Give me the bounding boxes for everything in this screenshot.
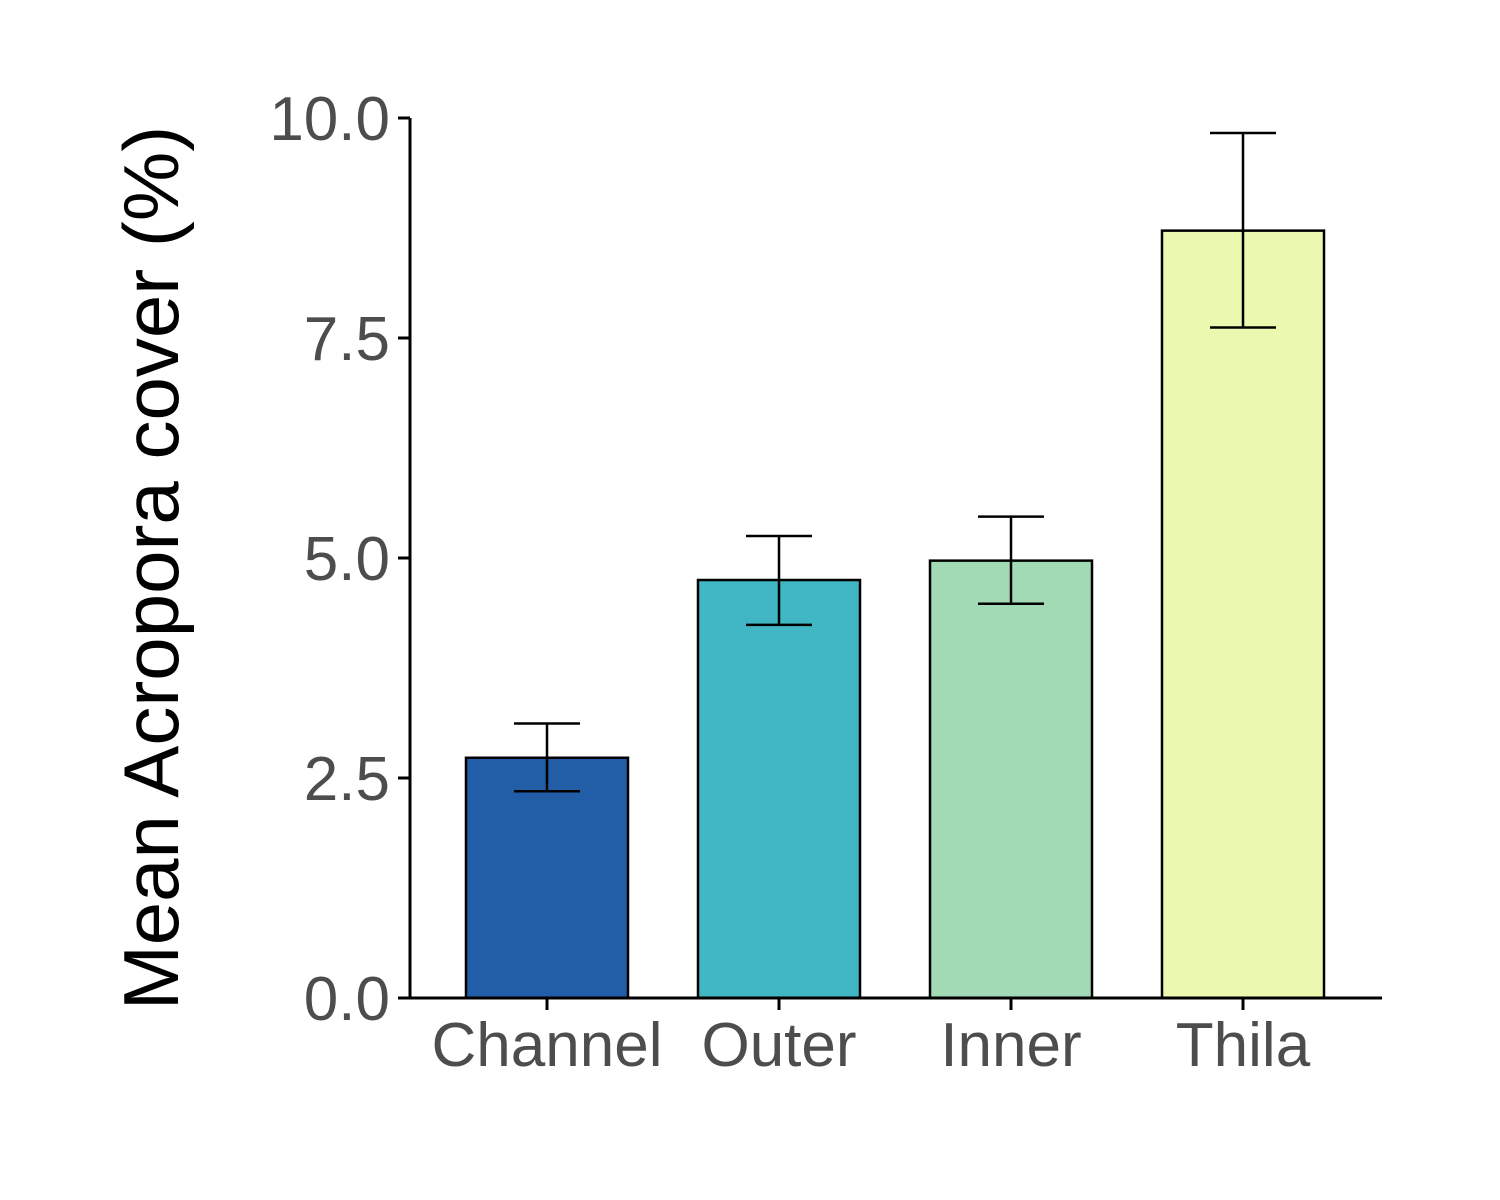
y-axis-title: Mean Acropora cover (%)	[107, 126, 195, 1010]
error-bars-group	[514, 131, 1276, 793]
y-tick-label: 7.5	[304, 305, 390, 374]
x-ticks-group: Channel Outer Inner Thila	[432, 998, 1311, 1080]
x-tick-label: Channel	[432, 1011, 663, 1080]
y-tick-label: 0.0	[304, 965, 390, 1034]
x-tick-label: Inner	[940, 1011, 1081, 1080]
x-tick-label: Thila	[1176, 1011, 1311, 1080]
y-tick-label: 10.0	[269, 85, 390, 154]
bar-thila	[1160, 229, 1326, 1000]
bar-channel	[464, 756, 630, 1000]
bar-outer	[696, 578, 862, 1000]
bars-group	[464, 229, 1326, 1000]
y-tick-label: 2.5	[304, 745, 390, 814]
bar-inner	[928, 559, 1094, 1000]
y-tick-label: 5.0	[304, 525, 390, 594]
x-tick-label: Outer	[701, 1011, 856, 1080]
y-ticks-group: 0.0 2.5 5.0 7.5 10.0	[269, 85, 410, 1034]
